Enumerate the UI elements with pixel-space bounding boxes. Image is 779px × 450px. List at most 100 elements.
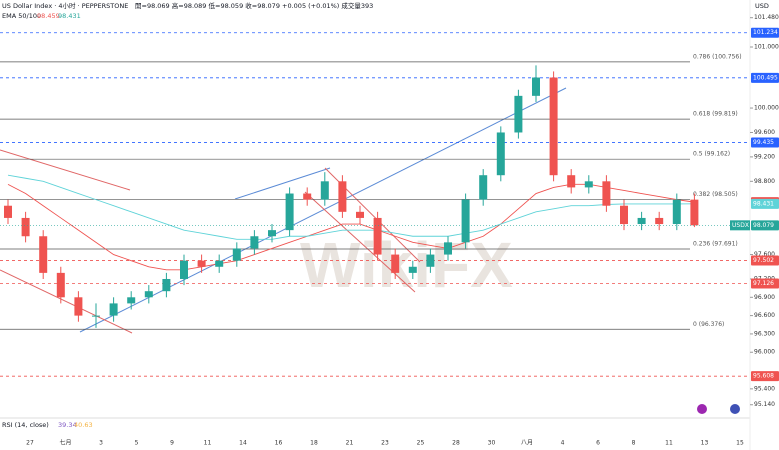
candle-body — [479, 175, 488, 200]
y-tick-label: 96.600 — [754, 312, 775, 319]
price-label-box — [751, 255, 779, 266]
x-tick-label: 27 — [26, 440, 34, 447]
price-label: 99.435 — [753, 139, 774, 146]
ema-value: 98.431 — [753, 200, 774, 207]
fib-label: 0.382 (98.505) — [693, 191, 738, 198]
price-label: 97.126 — [753, 280, 774, 287]
y-tick-label: 97.600 — [754, 251, 775, 258]
indicator-value: 98.431 — [58, 12, 81, 20]
price-label-box — [751, 27, 779, 38]
candle-body — [144, 291, 153, 298]
candle-body — [285, 193, 294, 231]
candle-body — [162, 278, 171, 292]
y-tick-label: 99.200 — [754, 153, 775, 160]
ema-line — [7, 174, 695, 240]
candle-body — [496, 132, 505, 176]
trendlines — [0, 87, 567, 334]
y-tick-label: 96.900 — [754, 294, 775, 301]
y-tick-label: 96.300 — [754, 330, 775, 337]
candle-body — [250, 236, 259, 249]
x-tick-label: 3 — [99, 440, 103, 447]
x-tick-label: 28 — [452, 440, 460, 447]
candle-body — [514, 95, 523, 133]
price-label: 97.502 — [753, 257, 774, 264]
ema-value-box — [751, 198, 779, 209]
candle-body — [461, 199, 470, 243]
x-tick-label: 18 — [310, 440, 318, 447]
candle-body — [408, 266, 417, 273]
candle-body — [109, 303, 118, 316]
last-name-box — [730, 220, 750, 231]
candle-body — [444, 242, 452, 255]
y-tick-label: 95.140 — [754, 401, 775, 408]
price-label-box — [751, 371, 779, 382]
candle-body — [426, 254, 435, 267]
fib-label: 0.786 (100.756) — [693, 53, 742, 60]
candle-body — [180, 260, 188, 279]
candle-body — [584, 181, 593, 188]
y-tick-label: 98.800 — [754, 178, 775, 185]
y-tick-label: 96.000 — [754, 349, 775, 356]
candle-body — [4, 205, 12, 218]
price-label: 101.234 — [753, 29, 778, 36]
fib-label: 0.236 (97.691) — [693, 241, 738, 248]
symbol: US Dollar Index · 4小时 · PEPPERSTONE — [2, 1, 128, 10]
y-tick-label: 101.480 — [754, 14, 779, 21]
x-tick-label: 5 — [135, 440, 139, 447]
last-value-box — [751, 220, 779, 231]
x-tick-label: 13 — [701, 440, 709, 447]
candle-body — [197, 260, 206, 267]
last-value: 98.079 — [753, 222, 774, 229]
y-tick-label: 95.400 — [754, 385, 775, 392]
x-tick-label: 16 — [275, 440, 283, 447]
x-tick-label: 25 — [417, 440, 425, 447]
candle-body — [567, 175, 576, 188]
candle-body — [320, 181, 329, 200]
candle-body — [338, 181, 347, 212]
y-tick-label: 101.000 — [754, 44, 779, 51]
fib-label: 0.5 (99.162) — [693, 151, 730, 158]
candle-body — [21, 217, 30, 237]
ema-line — [7, 183, 695, 271]
x-tick-label: 8 — [632, 440, 636, 447]
rsi-label: RSI (14, close) — [2, 421, 49, 429]
candle-body — [637, 217, 646, 225]
candle-body — [215, 260, 224, 267]
fib-label: 0 (96.376) — [693, 321, 724, 328]
x-tick-label: 6 — [596, 440, 600, 447]
candle-body — [602, 181, 611, 206]
x-tick-label: 15 — [736, 440, 744, 447]
price-label: 95.608 — [753, 373, 774, 380]
candle-body — [391, 254, 400, 273]
rsi-value: 40.63 — [74, 421, 93, 429]
x-tick-label: 14 — [239, 440, 247, 447]
x-tick-label: 11 — [665, 440, 673, 447]
indicator-value: 98.459 — [37, 12, 60, 20]
x-tick-label: 七月 — [59, 439, 71, 447]
candle-body — [232, 248, 241, 261]
watermark: WikiFX — [300, 229, 513, 301]
rsi-value: 39.34 — [58, 421, 77, 429]
candle-body — [39, 236, 48, 273]
x-tick-label: 9 — [170, 440, 174, 447]
price-label-box — [751, 72, 779, 83]
candle-body — [92, 315, 100, 317]
price-label-box — [751, 278, 779, 289]
x-tick-label: 21 — [346, 440, 354, 447]
y-tick-label: 100.000 — [754, 105, 779, 112]
ohlc: 開=98.069 高=98.089 低=98.059 收=98.079 +0.0… — [135, 1, 373, 10]
candle-body — [549, 77, 558, 176]
candle-body — [655, 217, 664, 225]
indicator-label: EMA 50/100 — [2, 12, 41, 20]
x-tick-label: 八月 — [521, 440, 533, 447]
currency: USD — [755, 2, 769, 10]
candle-body — [303, 193, 312, 200]
candle-body — [672, 199, 681, 225]
event-icon[interactable] — [730, 404, 740, 414]
candle-body — [620, 205, 628, 225]
x-tick-label: 23 — [381, 440, 389, 447]
event-icon[interactable] — [697, 404, 707, 414]
candle-body — [532, 77, 540, 96]
